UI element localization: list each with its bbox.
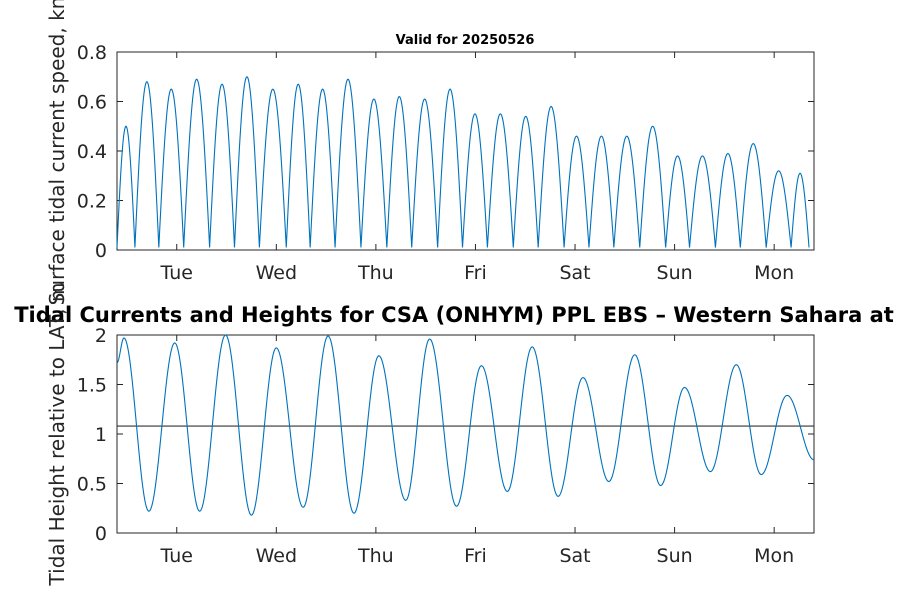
x-tick-label: Tue <box>160 545 193 567</box>
chart-title: Valid for 20250526 <box>396 33 535 48</box>
x-tick-label: Sat <box>559 262 590 284</box>
x-tick-label: Sat <box>559 545 590 567</box>
chart-title: Tidal Currents and Heights for CSA (ONHY… <box>14 303 900 327</box>
y-axis-label: Tidal Height relative to LAT, m <box>45 283 69 587</box>
series-line <box>116 76 810 248</box>
x-tick-label: Wed <box>256 262 297 284</box>
y-tick-label: 1 <box>95 424 107 446</box>
x-tick-label: Fri <box>464 262 487 284</box>
y-tick-label: 0.6 <box>77 92 107 114</box>
y-tick-label: 2 <box>95 325 107 347</box>
y-tick-label: 0.4 <box>77 141 107 163</box>
tidal-height-panel: Tidal Currents and Heights for CSA (ONHY… <box>14 283 900 587</box>
y-tick-label: 0 <box>95 523 107 545</box>
y-tick-label: 1.5 <box>77 375 107 397</box>
x-tick-label: Fri <box>464 545 487 567</box>
x-tick-label: Thu <box>357 545 394 567</box>
x-tick-label: Tue <box>160 262 193 284</box>
plot-frame <box>116 334 815 534</box>
x-tick-label: Mon <box>754 262 794 284</box>
y-tick-label: 0.2 <box>77 191 107 213</box>
y-axis-label: Surface tidal current speed, kn <box>45 0 69 305</box>
y-tick-label: 0.5 <box>77 474 107 496</box>
y-tick-label: 0 <box>95 240 107 262</box>
x-tick-label: Thu <box>357 262 394 284</box>
y-tick-label: 0.8 <box>77 42 107 64</box>
current-speed-panel: Valid for 20250526 Surface tidal current … <box>45 0 815 305</box>
x-tick-label: Wed <box>256 545 297 567</box>
plot-frame <box>116 51 815 251</box>
x-tick-label: Mon <box>754 545 794 567</box>
series-line <box>116 334 815 516</box>
x-tick-label: Sun <box>657 262 693 284</box>
x-tick-label: Sun <box>657 545 693 567</box>
